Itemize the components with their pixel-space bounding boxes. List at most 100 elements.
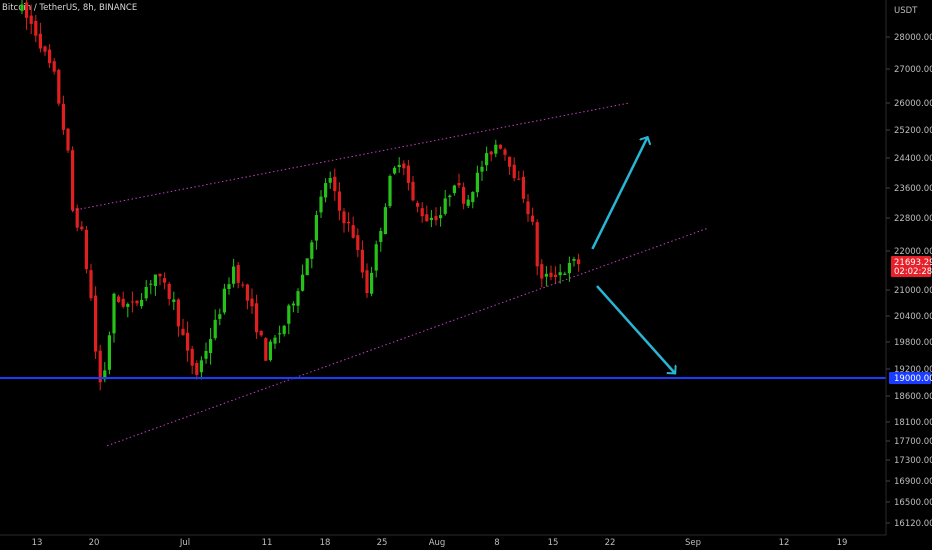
candle-body (43, 46, 47, 52)
candle-body (397, 164, 401, 168)
candle-body (130, 301, 134, 303)
candle-body (512, 164, 516, 179)
candle-body (324, 183, 328, 198)
price-tick-label: 16120.00 (894, 519, 932, 529)
projection-arrow[interactable] (596, 285, 675, 373)
candle-body (259, 330, 263, 336)
price-tick-label: 17300.00 (894, 456, 932, 466)
candle-body (34, 20, 38, 36)
candle-body (526, 201, 530, 215)
candle-body (425, 214, 429, 222)
price-tick-label: 22800.00 (894, 214, 932, 224)
candle-body (158, 273, 162, 277)
price-tick-label: 19200.00 (894, 365, 932, 375)
candle-body (402, 163, 406, 169)
candle-body (117, 296, 121, 303)
price-tick-label: 19800.00 (894, 338, 932, 348)
candle-body (319, 196, 323, 213)
time-tick-label: 19 (837, 538, 848, 548)
candle-body (66, 128, 70, 151)
candle-body (310, 242, 314, 259)
time-tick-label: 11 (262, 538, 273, 548)
candle-body (291, 303, 295, 306)
candle-body (531, 215, 535, 222)
candle-body (370, 272, 374, 294)
price-tick-label: 21000.00 (894, 286, 932, 296)
price-axis[interactable]: USDT 28000.00 27000.00 26000.00 25200.00 2440… (885, 0, 932, 535)
candle-body (25, 2, 29, 18)
candle-body (80, 226, 84, 230)
candle-body (439, 215, 443, 219)
candle-body (388, 176, 392, 207)
candle-body (383, 207, 387, 235)
candle-body (75, 208, 79, 228)
candle-body (393, 167, 397, 174)
candle-body (195, 363, 199, 375)
candle-body (333, 176, 337, 192)
candle-body (204, 350, 208, 359)
price-tick-label: 26000.00 (894, 99, 932, 109)
time-tick-label: 18 (320, 538, 331, 548)
time-tick-label: 20 (89, 538, 100, 548)
candle-body (250, 298, 254, 307)
price-tick-label: 28000.00 (894, 33, 932, 43)
candles-layer (20, 0, 581, 391)
price-tick-label: 25200.00 (894, 126, 932, 136)
candle-body (264, 338, 268, 361)
candle-body (365, 270, 369, 293)
candle-body (153, 274, 157, 286)
time-tick-label: 25 (377, 538, 388, 548)
candle-body (480, 166, 484, 172)
candle-body (245, 284, 249, 301)
candle-countdown-label: 02:02:28 (894, 267, 932, 277)
candle-body (222, 288, 226, 313)
last-price-tag (891, 255, 931, 277)
price-tick-label: 20400.00 (894, 312, 932, 322)
candle-body (84, 229, 88, 270)
candle-body (236, 265, 240, 283)
candle-body (190, 348, 194, 366)
candle-body (577, 259, 581, 265)
price-tick-label: 23600.00 (894, 184, 932, 194)
candle-body (209, 339, 213, 354)
candle-body (489, 151, 493, 155)
candle-body (149, 283, 153, 285)
candle-body (443, 198, 447, 214)
candle-body (38, 33, 42, 49)
candle-body (508, 156, 512, 167)
candle-body (305, 258, 309, 276)
price-tick-label: 24400.00 (894, 154, 932, 164)
time-tick-label: 22 (605, 538, 616, 548)
channel-trendline[interactable] (106, 227, 708, 447)
time-tick-label: Sep (685, 538, 701, 548)
candle-body (475, 172, 479, 193)
time-tick-label: 13 (32, 538, 43, 548)
channel-trendline[interactable] (72, 102, 630, 211)
candle-body (107, 335, 111, 370)
price-tick-label: 16500.00 (894, 498, 932, 508)
candle-body (452, 185, 456, 194)
price-tick-label: 17700.00 (894, 437, 932, 447)
support-price-tag (889, 372, 931, 384)
candle-body (374, 244, 378, 271)
candle-body (167, 283, 171, 300)
time-tick-label: 8 (494, 538, 499, 548)
candle-body (278, 333, 282, 335)
candle-body (337, 191, 341, 211)
candle-body (420, 208, 424, 217)
candle-body (554, 274, 558, 278)
candle-body (48, 49, 52, 64)
candle-body (535, 222, 539, 267)
time-axis[interactable]: 13 20 Jul 11 18 25 Aug 8 15 22 Sep 12 19 (0, 534, 886, 548)
candle-body (29, 15, 33, 24)
projection-arrow[interactable] (591, 137, 647, 250)
candle-body (176, 299, 180, 327)
candle-body (255, 303, 259, 333)
candle-body (52, 61, 56, 72)
candle-body (457, 183, 461, 186)
candle-body (213, 319, 217, 339)
price-tick-label: 18100.00 (894, 418, 932, 428)
candle-body (94, 295, 98, 352)
candle-body (471, 192, 475, 203)
